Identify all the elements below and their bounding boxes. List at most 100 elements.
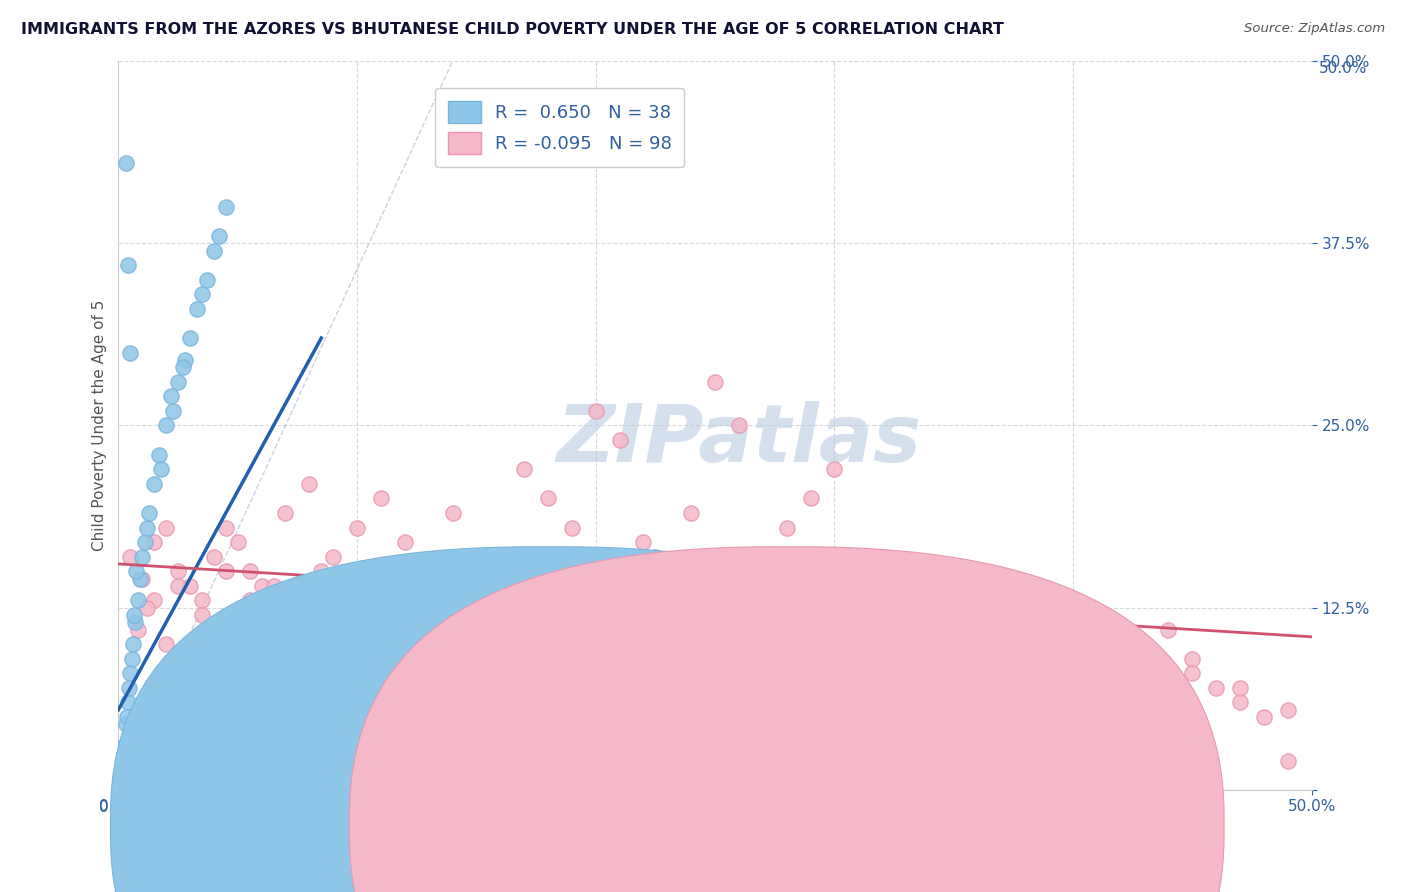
Point [117,258,139,272]
Point [477,637,499,651]
Point [644,549,666,564]
Point [585,404,607,418]
Point [208,229,231,244]
Point [143,476,166,491]
Point [918,607,941,622]
Point [1109,695,1132,709]
Point [114,156,136,170]
Point [274,666,297,681]
Point [250,579,273,593]
Point [537,681,560,695]
Point [728,418,751,433]
Point [418,681,440,695]
Point [333,593,356,607]
Point [111,768,134,782]
Text: IMMIGRANTS FROM THE AZORES VS BHUTANESE CHILD POVERTY UNDER THE AGE OF 5 CORRELA: IMMIGRANTS FROM THE AZORES VS BHUTANESE … [21,22,1004,37]
Point [202,549,225,564]
Point [942,637,965,651]
Point [298,476,321,491]
Point [799,491,821,506]
Point [966,593,988,607]
Point [239,593,262,607]
Point [179,331,201,345]
Point [405,593,427,607]
Point [172,360,194,375]
Point [155,637,177,651]
Point [1133,666,1156,681]
Point [453,607,475,622]
Point [1229,681,1251,695]
Point [357,607,380,622]
Point [346,520,368,534]
Point [561,520,583,534]
Point [179,651,201,665]
Point [846,549,869,564]
Point [167,564,190,578]
Point [1229,695,1251,709]
Point [138,506,160,520]
Point [124,615,146,630]
Point [298,637,321,651]
Text: Immigrants from the Azores: Immigrants from the Azores [575,818,789,833]
Point [465,549,488,564]
Point [1181,651,1204,665]
Point [381,579,404,593]
Point [513,695,536,709]
Point [1109,681,1132,695]
Point [127,593,149,607]
Point [167,579,190,593]
Point [129,572,152,586]
Point [274,506,297,520]
Point [191,287,214,301]
Point [1277,754,1299,768]
Point [524,651,547,665]
Point [346,666,368,681]
Point [179,579,201,593]
Point [441,651,464,665]
Point [322,651,344,665]
Point [465,681,488,695]
Point [148,448,170,462]
Point [1085,651,1108,665]
Text: ZIPatlas: ZIPatlas [557,401,921,479]
Point [162,404,184,418]
Point [120,345,142,359]
Point [127,623,149,637]
Point [394,666,416,681]
Point [513,462,536,476]
Point [136,520,159,534]
Point [370,491,392,506]
Point [1205,681,1227,695]
Point [704,375,727,389]
Point [657,564,679,578]
Point [121,637,143,651]
Point [942,666,965,681]
Y-axis label: Child Poverty Under the Age of 5: Child Poverty Under the Age of 5 [93,300,107,551]
Point [115,710,138,724]
Text: 50.0%: 50.0% [1288,798,1336,814]
Point [1014,623,1036,637]
Point [311,564,333,578]
Point [215,520,238,534]
Point [122,607,145,622]
Point [112,754,135,768]
Point [155,418,177,433]
Point [501,623,523,637]
Point [120,549,142,564]
Point [131,572,153,586]
Point [394,535,416,549]
Point [776,520,799,534]
Point [1277,703,1299,717]
Point [202,623,225,637]
Point [125,564,148,578]
Point [215,564,238,578]
Point [740,593,762,607]
Text: Source: ZipAtlas.com: Source: ZipAtlas.com [1244,22,1385,36]
Point [572,666,595,681]
Point [370,681,392,695]
Point [609,433,631,447]
Point [120,666,142,681]
Point [117,695,139,709]
Point [894,564,917,578]
Point [1157,623,1180,637]
